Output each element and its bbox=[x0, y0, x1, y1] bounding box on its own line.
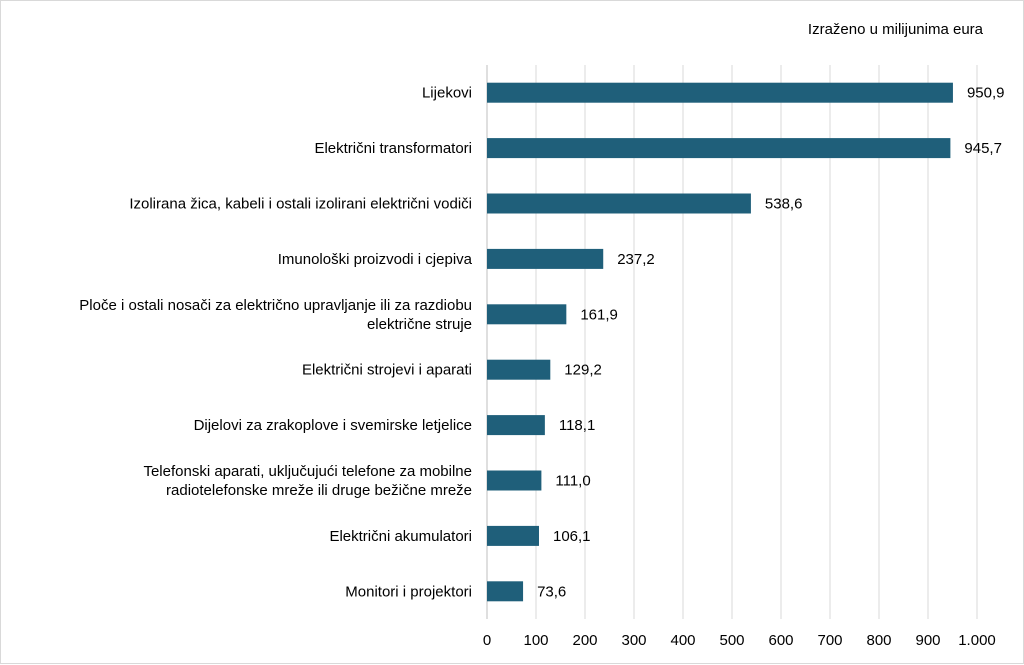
x-axis-ticks: 0 100 200 300 400 500 600 700 800 900 1.000 bbox=[483, 632, 996, 649]
category-label: Električni akumulatori bbox=[329, 528, 472, 545]
x-tick-label: 800 bbox=[866, 632, 891, 649]
value-label: 950,9 bbox=[967, 85, 1005, 102]
bar bbox=[487, 470, 542, 491]
x-tick-label: 0 bbox=[483, 632, 491, 649]
x-tick-label: 300 bbox=[621, 632, 646, 649]
category-label: Dijelovi za zrakoplove i svemirske letje… bbox=[194, 417, 472, 434]
bar bbox=[487, 304, 567, 325]
bars bbox=[487, 82, 953, 602]
value-labels: 950,9 945,7 538,6 237,2 161,9 129,2 118,1 111,0… bbox=[537, 85, 1004, 601]
category-label: Imunološki proizvodi i cjepiva bbox=[278, 251, 473, 268]
bar bbox=[487, 581, 524, 602]
value-label: 111,0 bbox=[555, 473, 590, 490]
category-label: Električni strojevi i aparati bbox=[302, 362, 472, 379]
unit-note: Izraženo u milijunima eura bbox=[808, 21, 984, 38]
value-label: 129,2 bbox=[564, 362, 602, 379]
category-label: Izolirana žica, kabeli i ostali izoliran… bbox=[129, 196, 472, 213]
value-label: 538,6 bbox=[765, 196, 803, 213]
value-label: 106,1 bbox=[553, 528, 591, 545]
x-tick-label: 1.000 bbox=[958, 632, 996, 649]
value-label: 118,1 bbox=[559, 417, 595, 434]
bar bbox=[487, 525, 539, 546]
value-label: 73,6 bbox=[537, 583, 566, 600]
x-tick-label: 700 bbox=[817, 632, 842, 649]
x-tick-label: 400 bbox=[670, 632, 695, 649]
category-label: Lijekovi bbox=[422, 85, 472, 102]
x-tick-label: 900 bbox=[915, 632, 940, 649]
x-tick-label: 100 bbox=[523, 632, 548, 649]
x-tick-label: 600 bbox=[768, 632, 793, 649]
category-label: Ploče i ostali nosači za električno upra… bbox=[79, 297, 472, 333]
category-label: Monitori i projektori bbox=[345, 583, 472, 600]
bar bbox=[487, 82, 953, 103]
value-label: 945,7 bbox=[964, 140, 1002, 157]
category-label: Telefonski aparati, uključujući telefone… bbox=[143, 463, 472, 499]
bar bbox=[487, 138, 951, 159]
bar bbox=[487, 415, 545, 436]
category-labels: Lijekovi Električni transformatori Izolira… bbox=[79, 85, 472, 601]
category-label: Električni transformatori bbox=[314, 140, 472, 157]
value-label: 237,2 bbox=[617, 251, 655, 268]
bar bbox=[487, 193, 751, 214]
bar bbox=[487, 359, 551, 380]
value-label: 161,9 bbox=[580, 306, 618, 323]
x-tick-label: 200 bbox=[572, 632, 597, 649]
x-tick-label: 500 bbox=[719, 632, 744, 649]
bar bbox=[487, 248, 604, 269]
